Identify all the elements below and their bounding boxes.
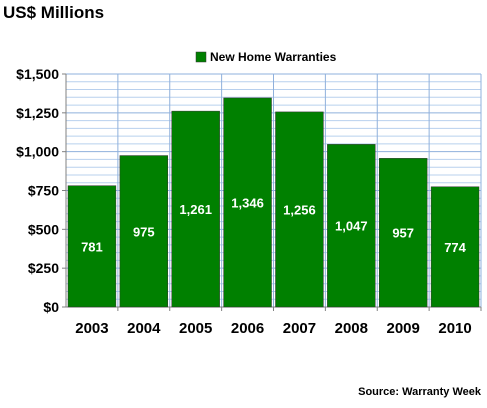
data-label-2004: 975 xyxy=(133,224,155,239)
data-label-2005: 1,261 xyxy=(179,202,212,217)
bar-2004 xyxy=(119,155,168,308)
bar-2010 xyxy=(430,186,480,308)
data-labels: 781 975 1,261 1,346 1,256 1,047 957 774 xyxy=(81,195,467,254)
data-label-2009: 957 xyxy=(392,226,414,241)
data-label-2006: 1,346 xyxy=(231,195,264,210)
y-tick-label: $1,000 xyxy=(16,144,59,160)
bar-2009 xyxy=(379,158,428,308)
bar-2005 xyxy=(171,110,220,308)
legend-label: New Home Warranties xyxy=(210,50,337,64)
y-tick-label: $1,500 xyxy=(16,66,59,82)
data-label-2003: 781 xyxy=(81,239,103,254)
x-tick-label-2007: 2007 xyxy=(283,320,316,337)
bar-2003 xyxy=(67,185,117,308)
legend: New Home Warranties xyxy=(195,50,337,64)
chart-title: US$ Millions xyxy=(3,3,104,22)
bar-2007 xyxy=(275,111,324,308)
bars xyxy=(67,97,480,308)
y-tick-label: $500 xyxy=(28,221,59,237)
x-tick-label-2005: 2005 xyxy=(179,320,212,337)
bar-2006 xyxy=(223,97,272,308)
y-tick-label: $1,250 xyxy=(16,105,59,121)
y-tick-label: $0 xyxy=(43,299,59,315)
source-note: Source: Warranty Week xyxy=(358,386,482,398)
data-label-2008: 1,047 xyxy=(335,219,368,234)
data-label-2010: 774 xyxy=(444,240,466,255)
data-label-2007: 1,256 xyxy=(283,202,316,217)
x-tick-labels: 2003 2004 2005 2006 2007 2008 2009 2010 xyxy=(75,320,472,337)
y-tick-labels: $0 $250 $500 $750 $1,000 $1,250 $1,500 xyxy=(16,66,59,315)
x-tick-label-2008: 2008 xyxy=(335,320,368,337)
x-tick-label-2009: 2009 xyxy=(387,320,420,337)
bar-2008 xyxy=(327,144,376,308)
legend-swatch xyxy=(195,51,207,63)
y-tick-label: $750 xyxy=(28,183,59,199)
x-tick-label-2010: 2010 xyxy=(438,320,471,337)
x-tick-label-2004: 2004 xyxy=(127,320,161,337)
x-tick-label-2003: 2003 xyxy=(75,320,108,337)
x-tick-label-2006: 2006 xyxy=(231,320,264,337)
y-tick-label: $250 xyxy=(28,260,59,276)
